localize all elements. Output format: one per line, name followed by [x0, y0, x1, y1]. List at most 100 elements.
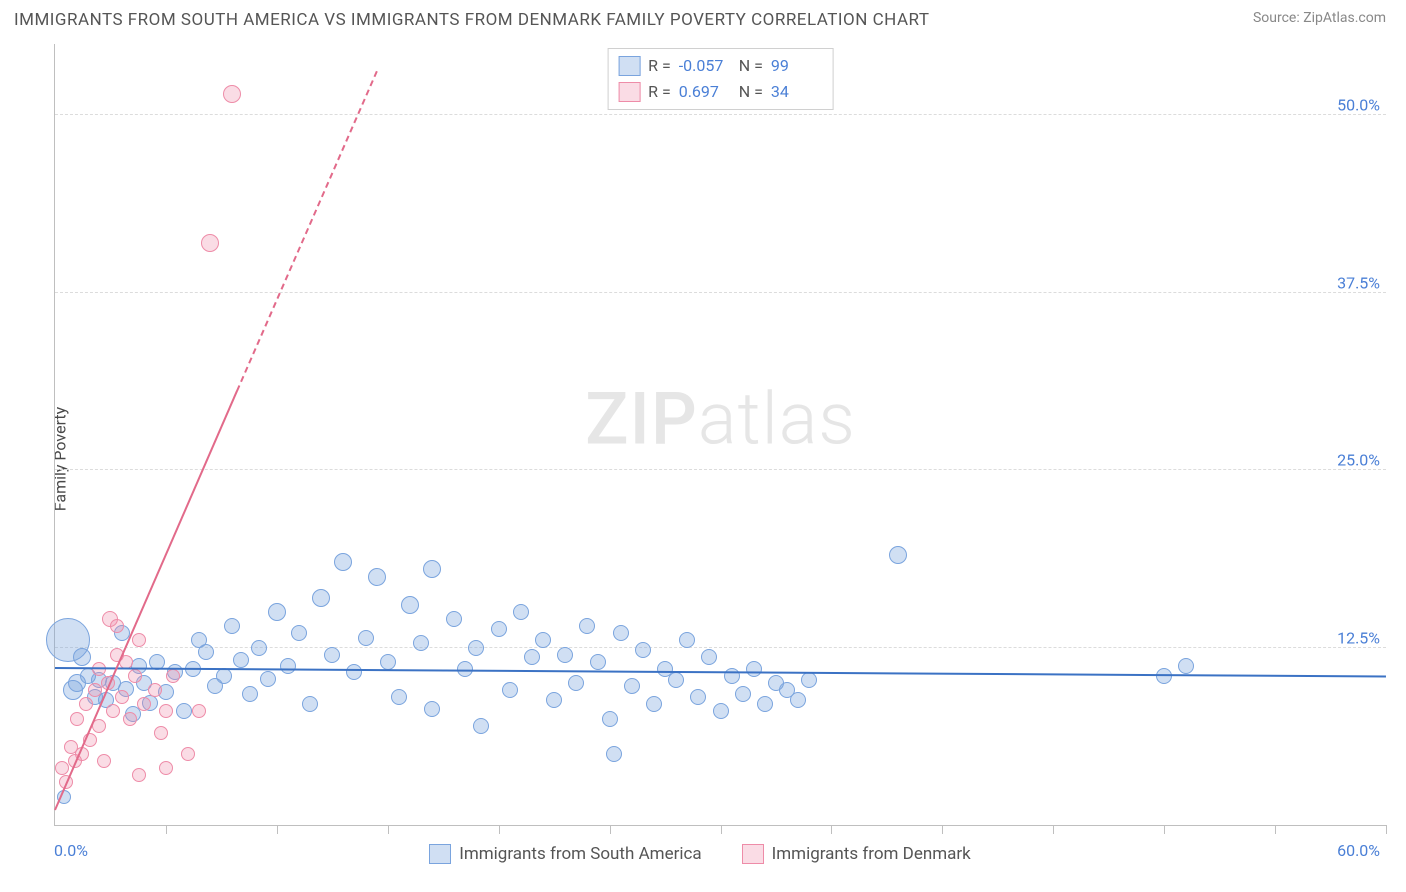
data-point	[590, 654, 606, 670]
data-point	[701, 649, 717, 665]
chart-source: Source: ZipAtlas.com	[1253, 10, 1386, 26]
data-point	[154, 726, 168, 740]
data-point	[889, 546, 907, 564]
plot-region: ZIPatlas R = -0.057 N = 99 R = 0.697 N =…	[54, 44, 1386, 826]
stat-r-label-a: R =	[648, 53, 671, 79]
data-point	[1178, 658, 1194, 674]
x-tick	[1164, 825, 1165, 834]
data-point	[198, 644, 214, 660]
data-point	[546, 692, 562, 708]
data-point	[524, 649, 540, 665]
chart-header: IMMIGRANTS FROM SOUTH AMERICA VS IMMIGRA…	[0, 0, 1406, 36]
data-point	[97, 754, 111, 768]
stat-r-value-a: -0.057	[679, 53, 731, 79]
x-tick	[610, 825, 611, 834]
data-point	[148, 683, 162, 697]
legend-swatch-b	[742, 844, 764, 864]
y-tick-label: 50.0%	[1337, 96, 1380, 115]
data-point	[568, 675, 584, 691]
x-tick	[942, 825, 943, 834]
data-point	[646, 696, 662, 712]
data-point	[166, 669, 180, 683]
legend-bottom: Immigrants from South America Immigrants…	[14, 844, 1386, 864]
data-point	[176, 703, 192, 719]
data-point	[128, 669, 142, 683]
data-point	[801, 672, 817, 688]
x-tick	[277, 825, 278, 834]
y-tick-label: 37.5%	[1337, 273, 1380, 292]
data-point	[635, 642, 651, 658]
data-point	[280, 658, 296, 674]
stat-r-label-b: R =	[648, 79, 671, 105]
data-point	[380, 654, 396, 670]
data-point	[424, 701, 440, 717]
data-point	[391, 689, 407, 705]
data-point	[624, 678, 640, 694]
data-point	[106, 704, 120, 718]
legend-label-a: Immigrants from South America	[459, 844, 701, 864]
stat-n-value-b: 34	[771, 79, 823, 105]
gridline-h	[55, 114, 1386, 115]
data-point	[401, 596, 419, 614]
chart-area: Family Poverty ZIPatlas R = -0.057 N = 9…	[14, 44, 1386, 874]
data-point	[606, 746, 622, 762]
data-point	[502, 682, 518, 698]
data-point	[201, 234, 219, 252]
data-point	[613, 625, 629, 641]
data-point	[579, 618, 595, 634]
data-point	[132, 768, 146, 782]
data-point	[468, 640, 484, 656]
data-point	[70, 712, 84, 726]
data-point	[73, 648, 91, 666]
swatch-series-a	[618, 56, 640, 76]
data-point	[233, 652, 249, 668]
gridline-h	[55, 292, 1386, 293]
data-point	[268, 603, 286, 621]
stats-row-a: R = -0.057 N = 99	[618, 53, 823, 79]
data-point	[668, 672, 684, 688]
data-point	[746, 661, 762, 677]
y-tick-label: 12.5%	[1337, 628, 1380, 647]
data-point	[423, 560, 441, 578]
x-tick	[499, 825, 500, 834]
data-point	[602, 711, 618, 727]
x-tick	[166, 825, 167, 834]
watermark-zip: ZIP	[585, 376, 698, 461]
data-point	[216, 668, 232, 684]
data-point	[368, 568, 386, 586]
data-point	[115, 690, 129, 704]
legend-item-a: Immigrants from South America	[429, 844, 701, 864]
data-point	[757, 696, 773, 712]
stat-n-value-a: 99	[771, 53, 823, 79]
data-point	[557, 647, 573, 663]
data-point	[181, 747, 195, 761]
legend-item-b: Immigrants from Denmark	[742, 844, 971, 864]
data-point	[55, 761, 69, 775]
legend-swatch-a	[429, 844, 451, 864]
watermark: ZIPatlas	[585, 376, 856, 461]
data-point	[223, 85, 241, 103]
data-point	[535, 632, 551, 648]
x-tick	[1053, 825, 1054, 834]
watermark-atlas: atlas	[698, 376, 856, 461]
data-point	[358, 630, 374, 646]
data-point	[735, 686, 751, 702]
data-point	[346, 664, 362, 680]
data-point	[334, 553, 352, 571]
stat-r-value-b: 0.697	[679, 79, 731, 105]
trend-line	[54, 391, 238, 811]
source-name: ZipAtlas.com	[1303, 10, 1386, 26]
data-point	[251, 640, 267, 656]
y-tick-label: 25.0%	[1337, 451, 1380, 470]
data-point	[446, 611, 462, 627]
data-point	[192, 704, 206, 718]
x-tick	[1275, 825, 1276, 834]
data-point	[123, 712, 137, 726]
data-point	[473, 718, 489, 734]
data-point	[242, 686, 258, 702]
data-point	[690, 689, 706, 705]
data-point	[88, 683, 102, 697]
data-point	[260, 671, 276, 687]
data-point	[159, 761, 173, 775]
data-point	[491, 621, 507, 637]
